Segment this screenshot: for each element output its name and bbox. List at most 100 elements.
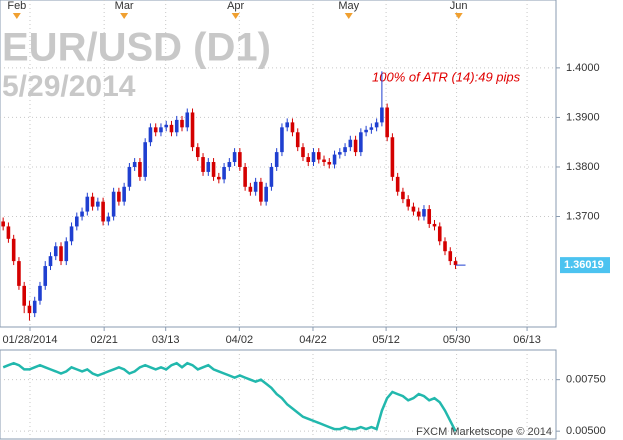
candle-body bbox=[185, 112, 190, 128]
x-tick-label: 02/21 bbox=[90, 334, 118, 346]
candle-body bbox=[206, 162, 211, 172]
candle-body bbox=[111, 191, 116, 217]
footer: FXCM Marketscope © 2014 bbox=[416, 426, 552, 438]
candle-body bbox=[395, 176, 400, 192]
candle-body bbox=[69, 226, 74, 242]
candle-body bbox=[253, 181, 258, 192]
y-tick-label: 0.00500 bbox=[566, 425, 606, 437]
candle-body bbox=[338, 152, 342, 155]
candle-body bbox=[1, 221, 5, 227]
candle-body bbox=[285, 122, 290, 128]
candle-body bbox=[390, 137, 395, 177]
y-tick-label: 1.3900 bbox=[566, 111, 600, 123]
candle-body bbox=[201, 157, 205, 172]
x-tick-label: 01/28/2014 bbox=[2, 334, 57, 346]
candle-body bbox=[238, 152, 242, 167]
candle-body bbox=[64, 241, 69, 262]
candle-body bbox=[327, 162, 332, 165]
candle-body bbox=[53, 246, 58, 257]
candle-body bbox=[169, 124, 174, 133]
candle-body bbox=[385, 107, 389, 138]
x-tick-label: 06/13 bbox=[513, 334, 541, 346]
candle-body bbox=[227, 162, 232, 167]
indicator-line bbox=[2, 361, 457, 432]
top-tick bbox=[454, 13, 463, 19]
candle-body bbox=[195, 147, 200, 158]
candle-body bbox=[274, 152, 279, 167]
price-panel bbox=[0, 0, 557, 328]
candle-body bbox=[174, 119, 179, 133]
candle-body bbox=[59, 246, 63, 262]
chart-title: EUR/USD (D1) bbox=[2, 26, 271, 70]
candle-body bbox=[416, 211, 421, 217]
top-tick bbox=[12, 13, 21, 19]
candle-body bbox=[159, 127, 163, 133]
candle-body bbox=[353, 139, 358, 153]
candle-body bbox=[217, 176, 221, 180]
candle-body bbox=[343, 147, 347, 153]
candle-body bbox=[80, 211, 84, 217]
candle-body bbox=[138, 162, 142, 177]
candle-body bbox=[427, 209, 432, 224]
candle-body bbox=[269, 166, 274, 187]
candle-body bbox=[432, 223, 437, 227]
y-tick-label: 1.4000 bbox=[566, 62, 600, 74]
candle-body bbox=[322, 159, 326, 163]
y-tick-label: 1.3700 bbox=[566, 210, 600, 222]
candle-body bbox=[290, 122, 295, 133]
candle-body bbox=[117, 191, 121, 202]
y-tick-label: 1.3800 bbox=[566, 161, 600, 173]
top-tick bbox=[344, 13, 353, 19]
top-tick-label: Apr bbox=[227, 0, 244, 12]
candle-body bbox=[374, 122, 379, 128]
candle-body bbox=[295, 132, 300, 148]
candle-body bbox=[406, 199, 410, 207]
top-tick bbox=[231, 13, 240, 19]
candle-body bbox=[448, 251, 453, 262]
candle-body bbox=[143, 142, 147, 177]
candle-body bbox=[280, 127, 284, 153]
candle-body bbox=[369, 127, 374, 130]
x-tick-label: 04/02 bbox=[226, 334, 254, 346]
candle-body bbox=[311, 152, 316, 163]
candle-body bbox=[453, 261, 458, 266]
candle-body bbox=[17, 261, 21, 286]
candle-body bbox=[380, 107, 384, 123]
candle-body bbox=[101, 201, 105, 222]
candle-body bbox=[43, 266, 48, 286]
candle-body bbox=[6, 226, 11, 239]
top-tick bbox=[120, 13, 129, 19]
candle-body bbox=[122, 186, 126, 202]
x-tick-label: 03/13 bbox=[152, 334, 180, 346]
candle-body bbox=[211, 162, 216, 177]
candle-body bbox=[22, 285, 26, 306]
candle-body bbox=[148, 127, 153, 143]
candle-body bbox=[106, 216, 111, 222]
candle-body bbox=[243, 166, 247, 187]
candle-body bbox=[443, 241, 447, 252]
candle-body bbox=[332, 154, 337, 165]
candle-body bbox=[411, 206, 416, 212]
candle-body bbox=[32, 300, 37, 314]
x-tick-label: 05/30 bbox=[443, 334, 471, 346]
candle-body bbox=[180, 119, 184, 128]
chart-subtitle: 5/29/2014 bbox=[2, 70, 136, 103]
candle-body bbox=[127, 166, 132, 187]
candle-body bbox=[306, 157, 311, 163]
candle-body bbox=[222, 166, 226, 180]
candle-body bbox=[264, 186, 268, 202]
candle-body bbox=[27, 305, 32, 314]
candle-body bbox=[48, 256, 53, 267]
candle-body bbox=[90, 196, 95, 207]
candle-body bbox=[96, 201, 100, 207]
candle-body bbox=[132, 162, 137, 167]
candle-body bbox=[348, 139, 353, 148]
last-price-label: 1.36019 bbox=[564, 259, 604, 271]
indicator-panel bbox=[0, 349, 557, 440]
top-tick-label: Jun bbox=[450, 0, 468, 12]
x-tick-label: 05/12 bbox=[372, 334, 400, 346]
candle-body bbox=[232, 152, 237, 163]
candle-body bbox=[422, 209, 426, 217]
